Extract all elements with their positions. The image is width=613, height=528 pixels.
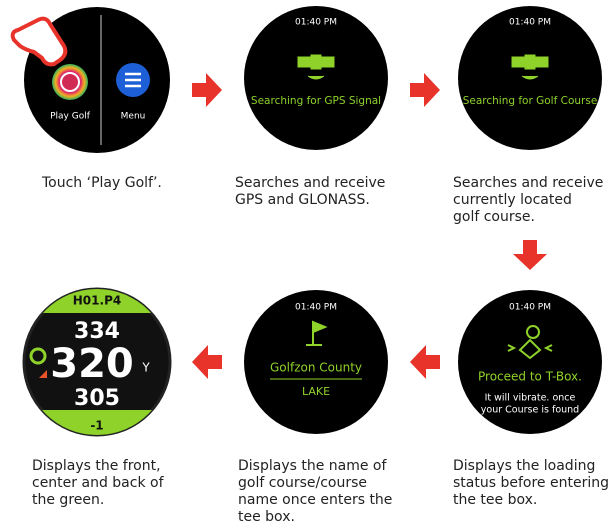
arrow bbox=[192, 73, 222, 107]
caption: currently located bbox=[453, 192, 572, 208]
hole: H01.P4 bbox=[73, 294, 121, 308]
caption: Searches and receive bbox=[235, 175, 385, 191]
caption: Searches and receive bbox=[453, 175, 603, 191]
time: 01:40 PM bbox=[295, 303, 337, 313]
caption: status before entering bbox=[453, 475, 609, 491]
center-distance: 320 bbox=[50, 341, 134, 387]
arrow bbox=[410, 345, 440, 379]
caption: center and back of bbox=[32, 475, 165, 491]
status: Searching for Golf Course bbox=[463, 95, 598, 107]
arrow bbox=[192, 345, 222, 379]
status: Proceed to T-Box. bbox=[478, 370, 582, 384]
note: your Course is found bbox=[481, 405, 579, 416]
time: 01:40 PM bbox=[509, 303, 551, 313]
caption: name once enters the bbox=[238, 492, 392, 508]
arrow bbox=[410, 73, 440, 107]
note: It will vibrate. once bbox=[485, 393, 576, 404]
unit: Y bbox=[141, 361, 150, 375]
page: Play Golf Menu 01:40 PM Searching for GP… bbox=[0, 0, 613, 528]
time: 01:40 PM bbox=[295, 18, 337, 28]
arrow bbox=[513, 240, 547, 270]
front-distance: 305 bbox=[74, 386, 120, 411]
play-icon bbox=[61, 73, 79, 91]
button-label: Play Golf bbox=[50, 112, 91, 122]
caption: tee box. bbox=[238, 509, 295, 525]
course-name: Golfzon County bbox=[270, 361, 362, 375]
status: Searching for GPS Signal bbox=[251, 95, 381, 107]
caption: Displays the front, bbox=[32, 458, 161, 474]
time: 01:40 PM bbox=[509, 18, 551, 28]
button-label: Menu bbox=[121, 112, 146, 122]
caption: Displays the loading bbox=[453, 458, 595, 474]
caption: golf course. bbox=[453, 209, 535, 225]
caption: GPS and GLONASS. bbox=[235, 192, 370, 208]
caption: Displays the name of bbox=[238, 458, 387, 474]
diagram: Play Golf Menu 01:40 PM Searching for GP… bbox=[0, 0, 613, 528]
caption: the green. bbox=[32, 492, 104, 508]
caption: the tee box. bbox=[453, 492, 537, 508]
caption: Touch ‘Play Golf’. bbox=[41, 175, 162, 191]
score: -1 bbox=[90, 419, 103, 433]
sub-course: LAKE bbox=[302, 385, 330, 398]
caption: golf course/course bbox=[238, 475, 367, 491]
